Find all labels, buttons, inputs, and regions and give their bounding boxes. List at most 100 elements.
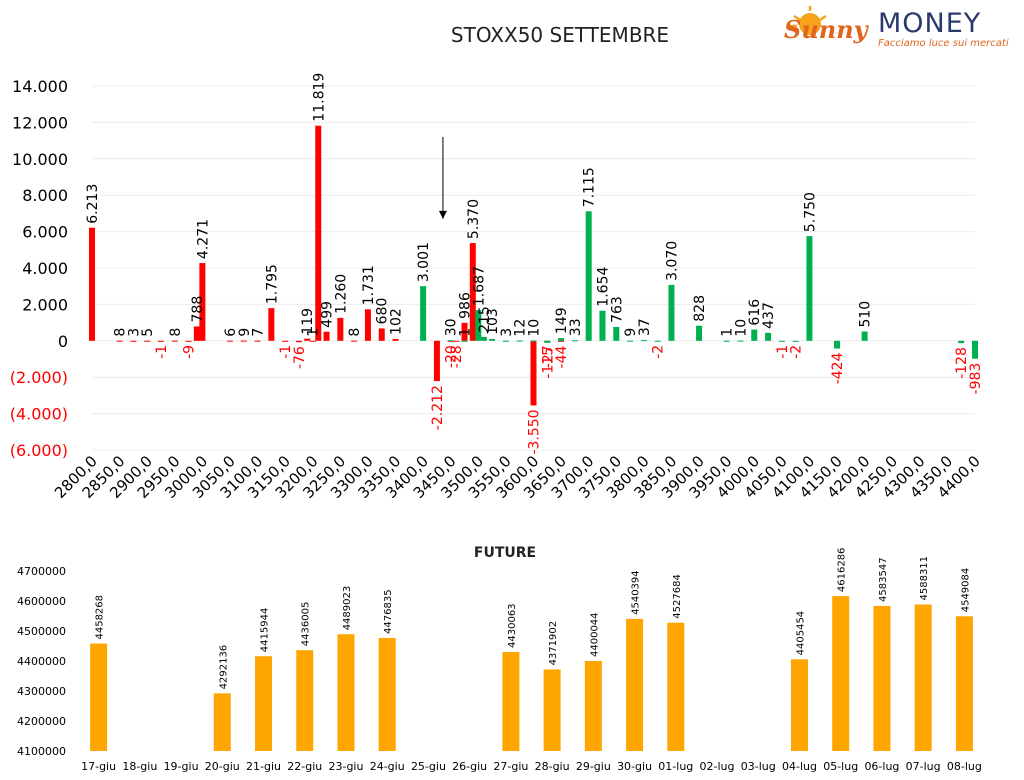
data-label: 1.795 (264, 264, 280, 304)
bar (337, 317, 344, 341)
data-label: 1 (458, 328, 474, 337)
data-label: 1 (306, 328, 322, 337)
bar (475, 310, 482, 341)
future-x-tick-label: 26-giu (452, 760, 487, 773)
bar (157, 340, 164, 342)
future-bar (914, 604, 932, 751)
bar (516, 340, 523, 342)
data-label: 1.731 (361, 265, 377, 305)
future-data-label: 4583547 (878, 557, 889, 602)
bar (453, 340, 460, 342)
future-data-label: 4527684 (672, 574, 683, 619)
bar (351, 340, 358, 342)
data-label: -115 (540, 347, 556, 379)
data-label: -76 (292, 346, 308, 369)
future-data-label: 4616286 (837, 548, 848, 593)
future-bar (955, 616, 973, 751)
data-label: -2.212 (430, 385, 446, 430)
y-tick-label: (2.000) (10, 368, 68, 387)
future-bar (502, 651, 520, 751)
data-label: 12 (513, 319, 529, 337)
data-label: 30 (444, 318, 460, 336)
data-label: -2 (651, 345, 667, 359)
bar (585, 211, 592, 341)
bar (668, 284, 675, 341)
future-bar (667, 622, 685, 751)
bar (751, 329, 758, 341)
stoxx50-chart: STOXX50 SETTEMBRE (6.000) (4.000) (2.000) 0… (10, 23, 984, 502)
bar (226, 340, 233, 342)
future-y-tick-label: 4100000 (17, 745, 66, 758)
y-tick-label: 10.000 (12, 150, 68, 169)
data-label: 37 (637, 318, 653, 336)
data-label: -28 (449, 345, 465, 368)
future-x-tick-label: 30-giu (617, 760, 652, 773)
future-bar (378, 637, 396, 751)
future-data-label: 4405454 (795, 611, 806, 656)
future-data-labels: 4458268 4292136 4415944 4436005 4489023 44768… (95, 548, 972, 690)
data-label: 9 (623, 328, 639, 337)
annotation (438, 136, 447, 219)
future-data-label: 4476835 (383, 589, 394, 634)
future-x-tick-label: 01-lug (658, 760, 693, 773)
bar (480, 336, 487, 341)
logo-tagline: Facciamo luce sui mercati (878, 38, 1009, 49)
data-label: -3.550 (527, 409, 543, 454)
data-label: 7 (251, 328, 267, 337)
future-bar (626, 618, 644, 751)
bar (378, 328, 385, 341)
data-label: -1 (154, 345, 170, 359)
future-bar (790, 659, 808, 751)
bar (654, 340, 661, 342)
y-tick-label: 6.000 (22, 223, 68, 242)
y-tick-label: 2.000 (22, 295, 68, 314)
data-label: 510 (858, 301, 874, 328)
y-tick-label: 12.000 (12, 113, 68, 132)
data-label: 828 (692, 295, 708, 322)
data-label: 6.213 (85, 184, 101, 224)
data-label: 149 (554, 307, 570, 334)
future-data-label: 4489023 (342, 586, 353, 631)
data-label: 6 (223, 328, 239, 337)
bar (778, 340, 785, 342)
future-y-tick-label: 4700000 (17, 565, 66, 578)
future-x-tick-label: 04-lug (782, 760, 817, 773)
future-x-tick-label: 29-giu (576, 760, 611, 773)
data-labels: 6.213835-18-97884.2716971.795-1-76119111… (85, 73, 984, 455)
y-tick-label: 14.000 (12, 77, 68, 96)
bar (392, 338, 399, 341)
bar (469, 243, 476, 341)
data-label: 10 (733, 319, 749, 337)
future-x-tick-label: 07-lug (906, 760, 941, 773)
data-label: -44 (554, 346, 570, 369)
data-label: 103 (485, 308, 501, 335)
future-x-tick-label: 24-giu (370, 760, 405, 773)
bar (806, 236, 813, 341)
future-y-tick-label: 4300000 (17, 685, 66, 698)
data-label: 215 (477, 306, 493, 333)
future-bar (543, 669, 561, 751)
future-data-label: 4400044 (589, 612, 600, 657)
data-label: -27 (540, 345, 556, 368)
data-label: 4.271 (195, 219, 211, 259)
future-data-label: 4430063 (507, 603, 518, 648)
bar (315, 125, 322, 341)
data-label: 8 (347, 328, 363, 337)
bar (461, 340, 468, 342)
data-label: 986 (458, 292, 474, 319)
data-label: 5 (140, 328, 156, 337)
bar (130, 340, 137, 342)
bar (765, 332, 772, 341)
future-x-tick-label: 18-giu (122, 760, 157, 773)
future-bar (255, 656, 273, 751)
future-bar (296, 650, 314, 751)
bar (364, 309, 371, 341)
bar (304, 338, 311, 341)
bar (489, 338, 496, 341)
future-x-tick-label: 19-giu (164, 760, 199, 773)
data-label: 1.260 (333, 274, 349, 314)
future-x-tick-label: 23-giu (328, 760, 363, 773)
data-label: -128 (954, 347, 970, 379)
data-label: 3 (126, 328, 142, 337)
x-axis: 2800,02850,02900,02950,03000,03050,03100… (51, 452, 984, 502)
